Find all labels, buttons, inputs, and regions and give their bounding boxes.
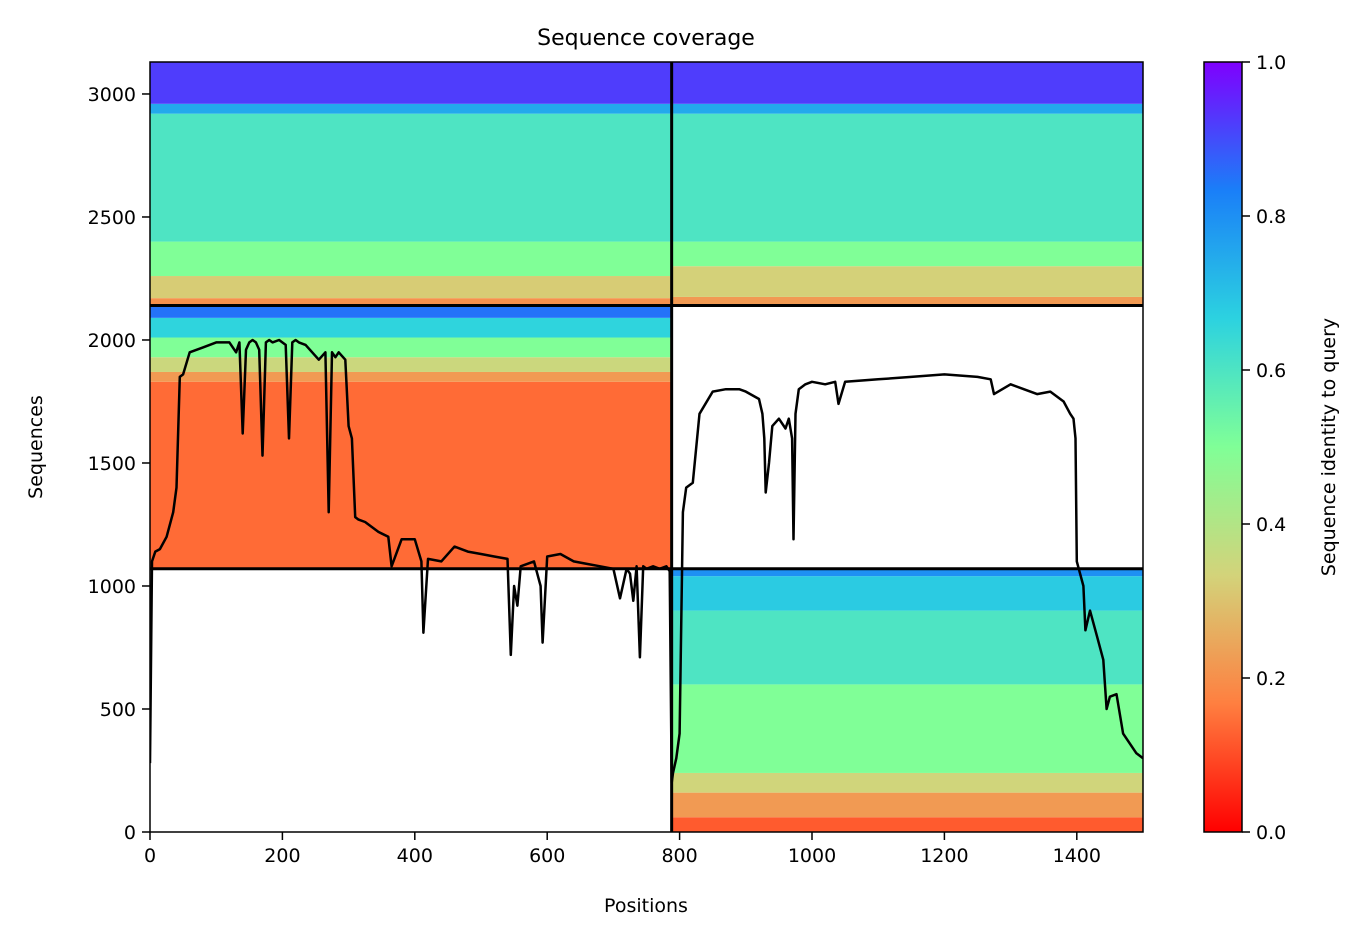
x-tick-label: 200 [264,845,300,867]
colorbar-tick-label: 1.0 [1256,52,1286,74]
y-tick-label: 0 [124,822,136,844]
colorbar: 0.0 0.2 0.4 0.6 0.8 1.0 Sequence identity to … [1203,52,1340,844]
x-tick-label: 400 [397,845,433,867]
colorbar-label: Sequence identity to query [1318,318,1340,576]
identity-band [671,576,1143,611]
block-bottom-right [671,568,1143,832]
identity-band [671,684,1143,773]
x-tick-label: 1200 [920,845,968,867]
identity-band [671,772,1143,793]
y-tick-label: 3000 [88,84,136,106]
y-tick-label: 2000 [88,330,136,352]
x-axis: 0 200 400 600 800 1000 1200 1400 [144,832,1101,867]
identity-band [671,266,1143,297]
x-tick-label: 800 [661,845,697,867]
plot-area [150,62,1143,832]
identity-band [150,62,672,104]
y-tick-label: 1000 [88,576,136,598]
identity-band [150,241,672,277]
coverage-line [150,338,1143,785]
identity-band [150,381,672,569]
identity-band [150,276,672,299]
identity-band [671,62,1143,104]
x-tick-label: 600 [529,845,565,867]
y-axis-label: Sequences [25,395,47,499]
y-tick-label: 2500 [88,207,136,229]
identity-band [150,317,672,338]
identity-band [671,113,1143,242]
colorbar-tick-label: 0.2 [1256,668,1286,690]
identity-band [150,298,672,306]
identity-band [150,113,672,242]
identity-band [150,305,672,318]
colorbar-tick-label: 0.0 [1256,822,1286,844]
identity-band [671,241,1143,267]
chart-title: Sequence coverage [537,26,755,51]
identity-band [671,568,1143,577]
colorbar-ticks: 0.0 0.2 0.4 0.6 0.8 1.0 [1242,52,1286,844]
identity-band [671,296,1143,306]
x-tick-label: 1400 [1053,845,1101,867]
colorbar-tick-label: 0.4 [1256,514,1286,536]
x-tick-label: 0 [144,845,156,867]
x-axis-label: Positions [604,895,688,917]
x-tick-label: 1000 [788,845,836,867]
block-middle-left [150,305,672,569]
identity-band [671,610,1143,685]
block-top-right [671,62,1143,306]
identity-band [150,337,672,358]
colorbar-scale [1203,61,1243,833]
identity-band [150,371,672,382]
plot-frame [149,61,1144,833]
identity-band [150,103,672,114]
colorbar-tick-label: 0.6 [1256,360,1286,382]
identity-band [150,357,672,372]
identity-band [671,792,1143,818]
identity-heatmap [150,62,1143,832]
block-top-left [150,62,672,306]
y-axis: 0 500 1000 1500 2000 2500 3000 [88,84,150,844]
y-tick-label: 1500 [88,453,136,475]
colorbar-tick-label: 0.8 [1256,206,1286,228]
y-tick-label: 500 [100,699,136,721]
identity-band [671,103,1143,114]
identity-band [671,817,1143,832]
